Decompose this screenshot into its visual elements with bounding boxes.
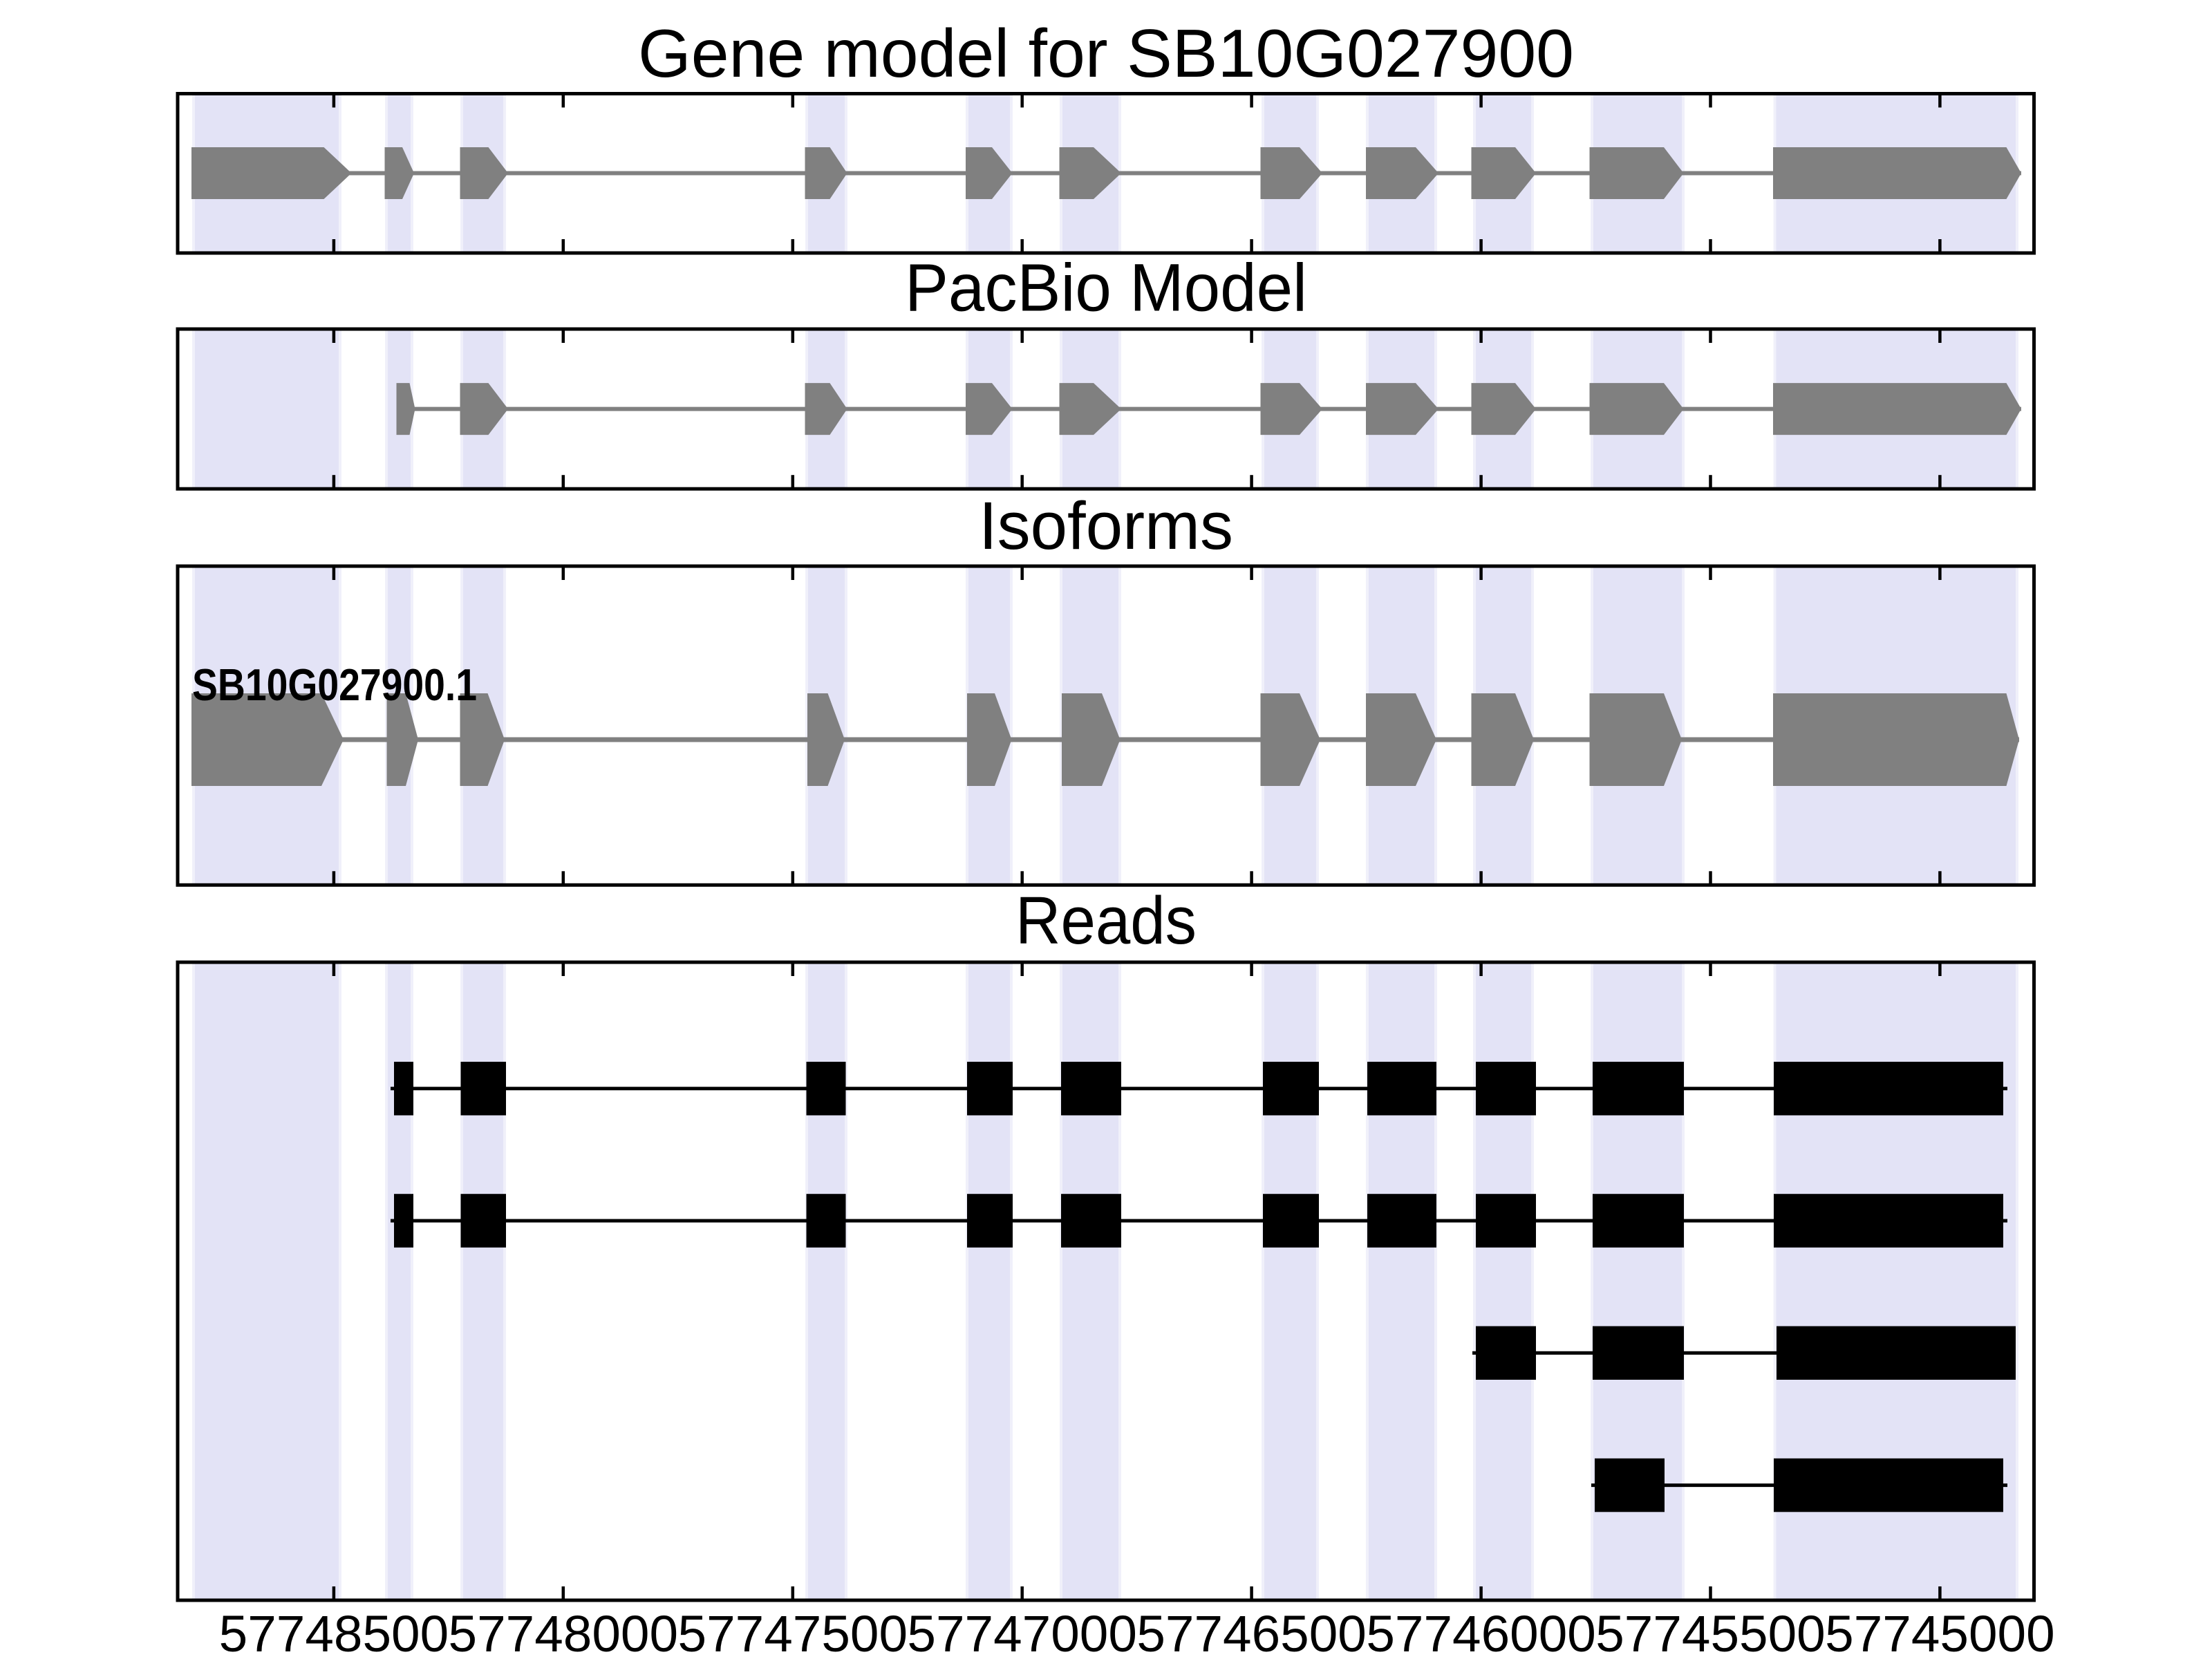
svg-text:57748000: 57748000: [449, 1605, 679, 1659]
svg-text:57746500: 57746500: [1136, 1605, 1367, 1659]
svg-text:57747500: 57747500: [678, 1605, 908, 1659]
svg-text:Isoforms: Isoforms: [979, 488, 1233, 563]
svg-text:PacBio Model: PacBio Model: [905, 250, 1307, 325]
svg-text:57747000: 57747000: [907, 1605, 1137, 1659]
svg-text:57748500: 57748500: [219, 1605, 449, 1659]
svg-text:57746000: 57746000: [1366, 1605, 1596, 1659]
svg-text:57745000: 57745000: [1825, 1605, 2055, 1659]
svg-text:SB10G027900.1: SB10G027900.1: [192, 660, 477, 710]
svg-text:57745500: 57745500: [1595, 1605, 1826, 1659]
svg-text:Gene model for SB10G027900: Gene model for SB10G027900: [638, 15, 1574, 91]
svg-text:Reads: Reads: [1015, 883, 1197, 958]
